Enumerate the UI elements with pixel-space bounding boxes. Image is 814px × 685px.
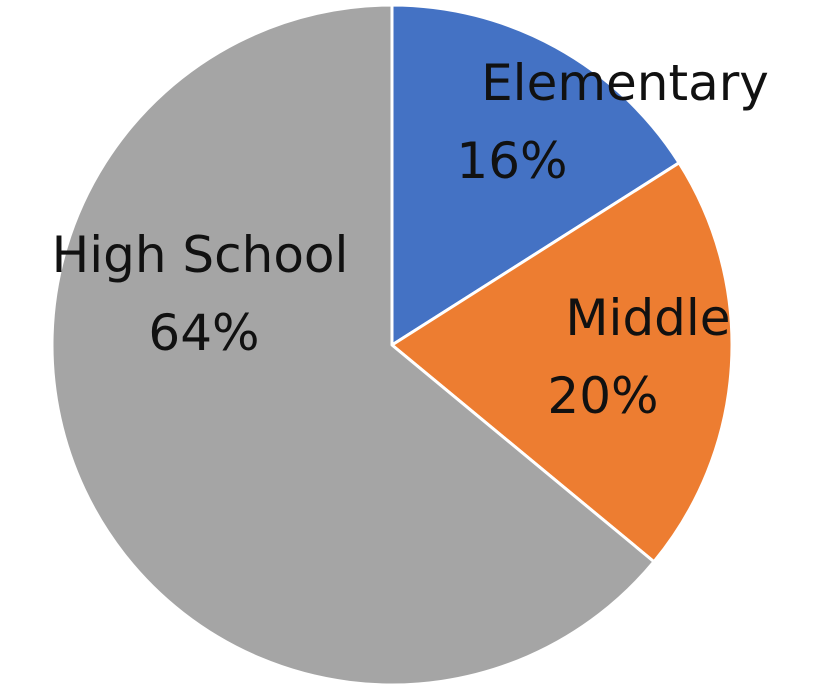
label-value-elementary: 16% <box>456 132 567 190</box>
label-category-high-school: High School <box>52 226 349 284</box>
label-value-high-school: 64% <box>148 304 259 362</box>
label-value-middle: 20% <box>547 367 658 425</box>
label-category-middle: Middle <box>565 289 730 347</box>
label-category-elementary: Elementary <box>481 54 769 112</box>
